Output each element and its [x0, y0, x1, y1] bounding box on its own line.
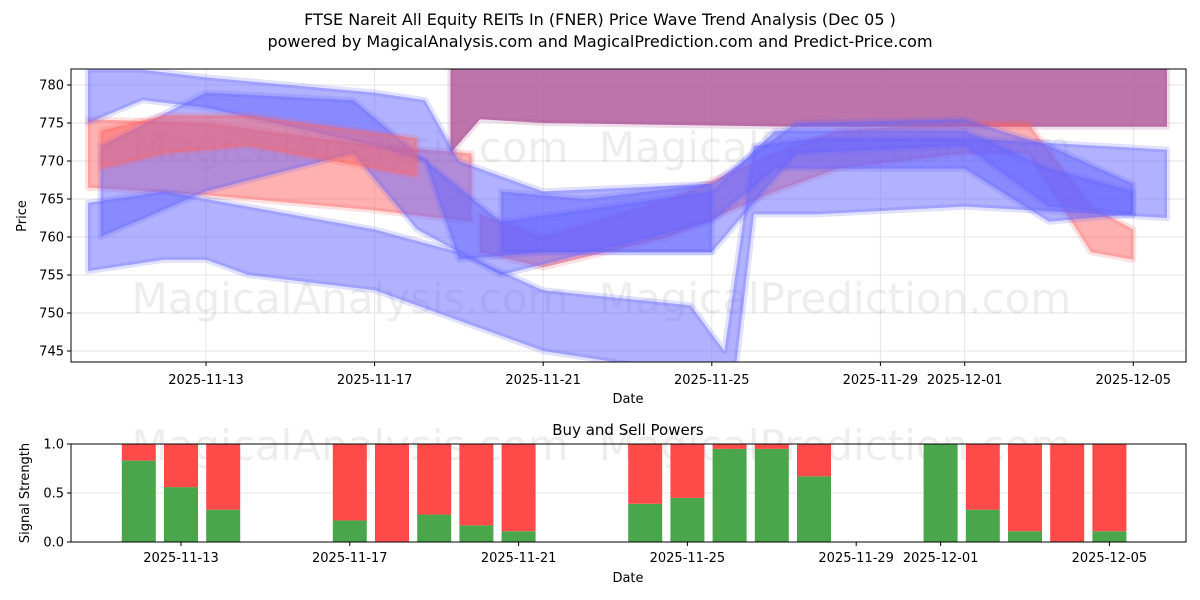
x-tick-label: 2025-12-01	[927, 373, 1003, 388]
plot-frame	[70, 68, 1187, 363]
y-tick-label: 780	[39, 79, 64, 94]
sell-bar	[628, 444, 663, 504]
x-tick-label: 2025-11-29	[843, 373, 919, 388]
y-tick-label: 770	[39, 155, 64, 170]
sell-bar	[754, 444, 789, 449]
chart-subtitle: powered by MagicalAnalysis.com and Magic…	[267, 32, 932, 51]
buy-bar	[501, 531, 536, 542]
sell-bar	[1050, 444, 1085, 542]
x-tick-label: 2025-11-21	[481, 551, 557, 566]
y-tick-label: 750	[39, 307, 64, 322]
blue-band-pale	[498, 180, 715, 256]
sell-bar	[164, 444, 198, 488]
buy-bar	[712, 448, 747, 542]
x-tick-label: 2025-11-13	[168, 373, 244, 388]
y-tick-label: 745	[39, 345, 64, 360]
plot-frame	[70, 443, 1187, 543]
subchart-title: Buy and Sell Powers	[552, 421, 704, 439]
chart-title: FTSE Nareit All Equity REITs In (FNER) P…	[304, 10, 896, 29]
x-tick-label: 2025-12-05	[1096, 373, 1172, 388]
x-tick-label: 2025-12-05	[1072, 551, 1148, 566]
x-tick-label: 2025-11-17	[337, 373, 413, 388]
blue-band-wide	[84, 135, 1171, 362]
watermark: MagicalPrediction.com	[599, 421, 1072, 470]
sell-bar	[1092, 444, 1127, 532]
sell-bar	[712, 444, 747, 449]
red-band-thin	[97, 112, 420, 180]
sell-bar	[670, 444, 705, 498]
buy-bar	[1008, 531, 1042, 542]
y-tick-label: 0.0	[43, 536, 64, 551]
sell-bar	[206, 444, 241, 510]
sell-bar	[797, 444, 831, 477]
buy-bar	[459, 525, 494, 542]
x-tick-label: 2025-11-25	[674, 373, 750, 388]
y-tick-label: 765	[39, 193, 64, 208]
y-tick-label: 0.5	[43, 487, 64, 502]
x-tick-label: 2025-11-25	[650, 551, 726, 566]
buy-bar	[121, 460, 156, 542]
sell-bar	[332, 444, 367, 521]
buy-bar	[923, 444, 958, 542]
y-tick-label: 775	[39, 117, 64, 132]
buy-bar	[670, 497, 705, 542]
sell-bar	[121, 444, 156, 461]
buy-bar	[164, 487, 198, 542]
y-tick-label: 755	[39, 269, 64, 284]
y-axis-label: Price	[15, 200, 30, 232]
buy-bar	[628, 503, 663, 542]
y-axis-label: Signal Strength	[18, 443, 33, 543]
sell-bar	[1008, 444, 1042, 532]
buy-bar	[965, 509, 1000, 542]
sell-bar	[417, 444, 452, 515]
bars-layer	[121, 444, 1127, 542]
sell-bar	[965, 444, 1000, 510]
sell-bar	[501, 444, 536, 532]
x-tick-label: 2025-11-29	[818, 551, 894, 566]
buy-bar	[754, 448, 789, 542]
buy-bar	[332, 520, 367, 542]
x-axis-label: Date	[612, 571, 643, 586]
bands-layer	[84, 69, 1171, 362]
x-tick-label: 2025-11-13	[143, 551, 219, 566]
buy-bar	[417, 514, 452, 542]
buy-bar	[206, 509, 241, 542]
x-tick-label: 2025-11-17	[312, 551, 388, 566]
y-tick-label: 1.0	[43, 438, 64, 453]
x-tick-label: 2025-11-21	[505, 373, 581, 388]
buy-bar	[1092, 531, 1127, 542]
y-tick-label: 760	[39, 231, 64, 246]
x-tick-label: 2025-12-01	[903, 551, 979, 566]
purple-band	[447, 69, 1171, 157]
sell-bar	[375, 444, 409, 542]
price-wave-chart: 745 750 755 760 765 770 775 780 2025-11-13 2025-1…	[15, 68, 1187, 407]
buy-bar	[797, 476, 831, 542]
sell-bar	[459, 444, 494, 526]
x-axis-label: Date	[612, 392, 643, 407]
buy-sell-chart: Buy and Sell PowersMagicalAnalysis.comMa…	[18, 421, 1187, 586]
